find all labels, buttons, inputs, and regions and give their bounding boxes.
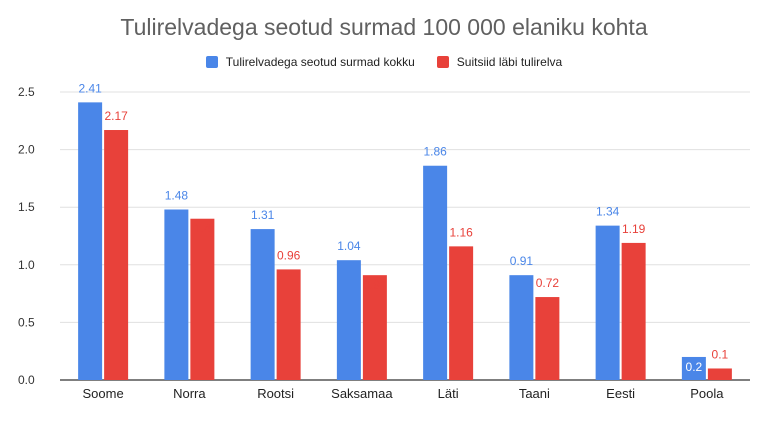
bar	[164, 209, 189, 380]
x-tick-label: Rootsi	[257, 386, 294, 401]
legend-swatch-series-2	[436, 56, 449, 68]
x-tick-label: Soome	[83, 386, 124, 401]
data-label: 0.2	[686, 360, 703, 374]
bar	[681, 356, 706, 380]
bar	[707, 368, 732, 380]
bar	[362, 275, 387, 380]
y-tick-label: 0.0	[18, 373, 35, 387]
bar	[535, 297, 560, 380]
legend-label-series-2: Suitsiid läbi tulirelva	[456, 55, 563, 69]
y-tick-label: 1.0	[18, 258, 35, 272]
data-label: 0.91	[510, 254, 534, 268]
legend-item-series-1: Tulirelvadega seotud surmad kokku	[205, 55, 415, 69]
data-label: 0.72	[536, 276, 560, 290]
chart-title: Tulirelvadega seotud surmad 100 000 elan…	[120, 14, 648, 40]
y-tick-label: 0.5	[18, 315, 35, 329]
legend-label-series-1: Tulirelvadega seotud surmad kokku	[225, 55, 415, 69]
x-tick-label: Norra	[173, 386, 206, 401]
y-tick-label: 1.5	[18, 200, 35, 214]
x-tick-label: Eesti	[606, 386, 635, 401]
data-label: 1.4	[194, 222, 211, 236]
data-label: 0.1	[712, 347, 729, 361]
bar	[621, 242, 646, 380]
bar	[423, 165, 448, 380]
data-label: 1.19	[622, 222, 646, 236]
data-label: 0.96	[277, 248, 301, 262]
y-tick-label: 2.5	[18, 85, 35, 99]
data-label: 1.86	[423, 145, 447, 159]
y-tick-label: 2.0	[18, 143, 35, 157]
bar	[104, 130, 129, 380]
x-tick-label: Poola	[690, 386, 724, 401]
data-label: 1.16	[449, 225, 473, 239]
bar	[595, 225, 620, 380]
legend: Tulirelvadega seotud surmad kokku Suitsi…	[0, 55, 768, 69]
legend-swatch-series-1	[205, 56, 218, 68]
bar	[276, 269, 301, 380]
bar	[449, 246, 474, 380]
data-label: 1.04	[337, 239, 361, 253]
data-label: 1.34	[596, 205, 620, 219]
data-label: 2.17	[104, 109, 128, 123]
data-label: 1.48	[165, 189, 189, 203]
data-label: 0.91	[363, 278, 387, 292]
x-tick-label: Läti	[438, 386, 459, 401]
bar	[190, 218, 215, 380]
bar	[509, 275, 534, 380]
bar	[336, 260, 361, 380]
x-tick-label: Taani	[519, 386, 550, 401]
bar	[250, 229, 275, 380]
legend-item-series-2: Suitsiid läbi tulirelva	[436, 55, 563, 69]
data-label: 1.31	[251, 208, 275, 222]
x-tick-label: Saksamaa	[331, 386, 393, 401]
data-label: 2.41	[78, 81, 102, 95]
bar	[78, 102, 103, 381]
